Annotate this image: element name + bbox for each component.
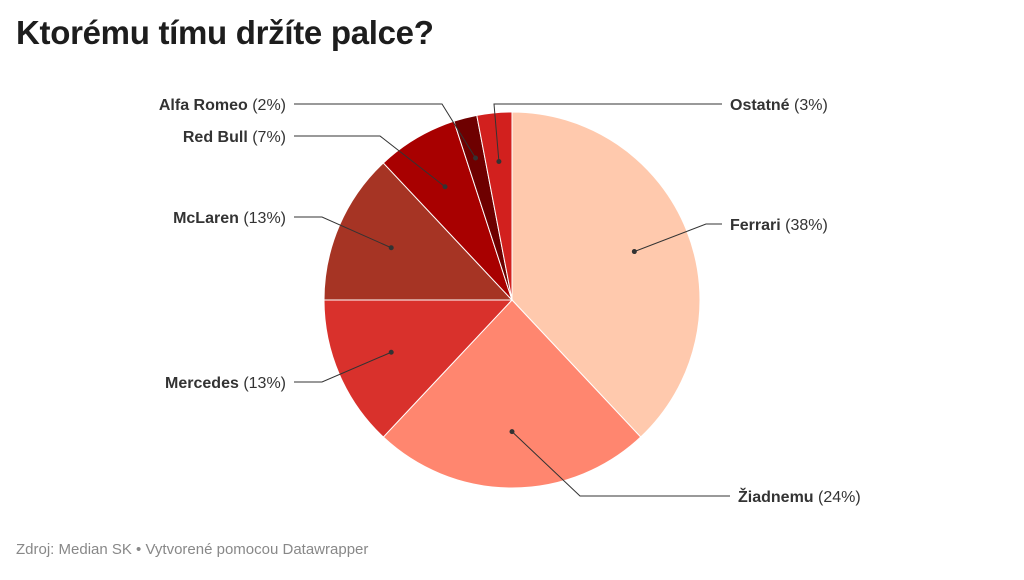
leader-dot-mclaren: [388, 245, 394, 251]
leader-line-red-bull: [294, 135, 446, 188]
slice-percent: (7%): [248, 129, 286, 146]
leader-dot-mercedes: [388, 349, 394, 355]
slice-name: Ostatné: [730, 97, 790, 114]
chart-title: Ktorému tímu držíte palce?: [16, 14, 434, 51]
slice-percent: (2%): [248, 97, 286, 114]
slice-percent: (13%): [239, 210, 286, 227]
leader-line-alfa-romeo: [294, 103, 476, 159]
pie-slice-ferrari[interactable]: [511, 111, 701, 438]
leader-line-ostatne: [493, 103, 722, 162]
source-footer: Zdroj: Median SK • Vytvorené pomocou Dat…: [16, 541, 369, 558]
slice-name: McLaren: [173, 210, 239, 227]
slice-label-alfa-romeo: Alfa Romeo (2%): [159, 97, 286, 114]
slice-label-ostatne: Ostatné (3%): [730, 97, 828, 114]
slice-name: Ferrari: [730, 217, 781, 234]
leader-line-ziadnemu: [511, 431, 730, 497]
leader-line-mclaren: [294, 216, 392, 249]
leader-line-ferrari: [634, 223, 722, 253]
slice-name: Red Bull: [183, 129, 248, 146]
slice-label-mclaren: McLaren (13%): [173, 210, 286, 227]
leader-dot-ziadnemu: [509, 429, 515, 435]
slice-label-mercedes: Mercedes (13%): [165, 375, 286, 392]
slice-name: Mercedes: [165, 375, 239, 392]
leader-line-mercedes: [294, 351, 392, 383]
slice-percent: (24%): [814, 489, 861, 506]
slice-name: Alfa Romeo: [159, 97, 248, 114]
pie-slice-mclaren[interactable]: [323, 162, 514, 301]
slice-label-red-bull: Red Bull (7%): [183, 129, 286, 146]
slice-percent: (13%): [239, 375, 286, 392]
leader-dot-red-bull: [442, 184, 448, 190]
slice-label-ziadnemu: Žiadnemu (24%): [738, 487, 861, 506]
slice-percent: (3%): [790, 97, 828, 114]
slice-name: Žiadnemu: [738, 487, 814, 506]
leader-dot-alfa-romeo: [473, 155, 479, 161]
slice-label-ferrari: Ferrari (38%): [730, 217, 828, 234]
leader-dot-ostatne: [496, 158, 502, 164]
leader-dot-ferrari: [631, 249, 637, 255]
pie-slice-ziadnemu[interactable]: [382, 299, 642, 489]
slice-percent: (38%): [781, 217, 828, 234]
